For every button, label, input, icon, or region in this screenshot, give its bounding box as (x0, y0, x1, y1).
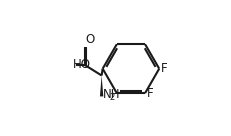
Text: 2: 2 (109, 93, 115, 102)
Text: F: F (160, 62, 167, 75)
Text: O: O (85, 33, 94, 46)
Text: F: F (146, 87, 153, 100)
Polygon shape (100, 75, 103, 96)
Text: HO: HO (73, 58, 91, 71)
Text: NH: NH (103, 88, 120, 101)
